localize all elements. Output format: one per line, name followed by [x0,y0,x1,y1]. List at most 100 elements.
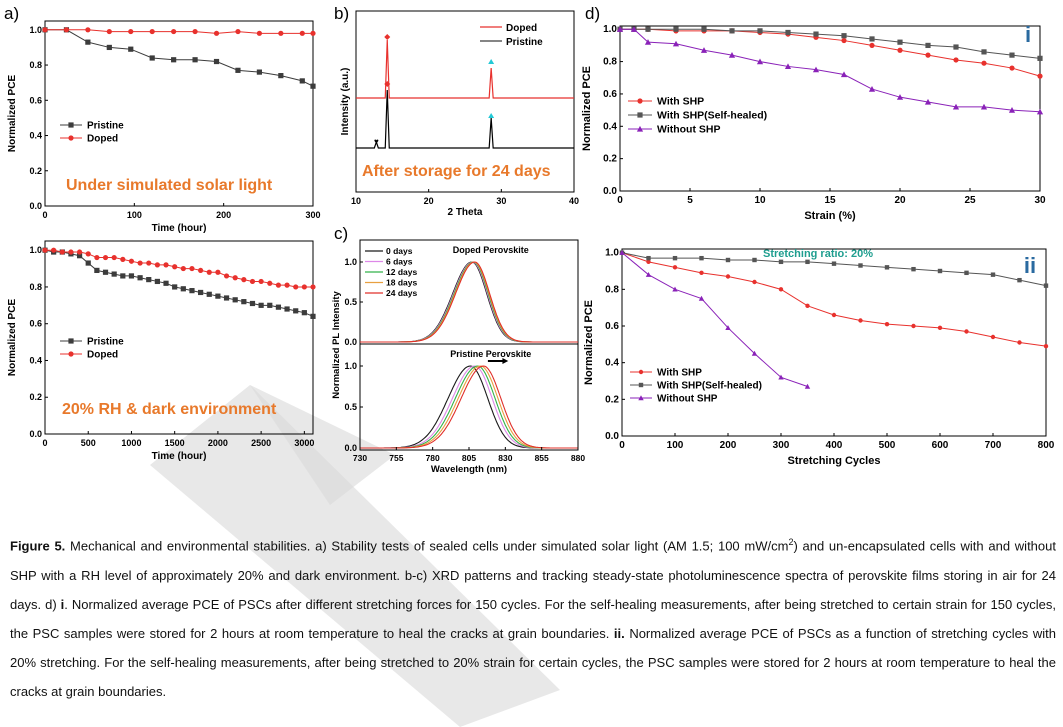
a_top-point [85,39,91,45]
panel-label-a: a) [4,4,20,23]
a_top-point [171,57,177,63]
d_ii-point [672,255,678,261]
c-legend-label: 0 days [386,246,413,256]
d_ii-xtick-label: 800 [1038,440,1055,451]
a_top-frame [44,20,314,207]
d_ii-point [699,270,704,276]
a_bottom-point [51,247,57,253]
a_top-point [128,46,134,52]
a_top-point [256,30,262,36]
a_bottom-point [198,267,204,274]
a_bottom-point [293,284,299,290]
a_bottom-point [102,254,109,261]
c-legend-label: 12 days [386,267,417,277]
a_bottom-point [284,282,290,288]
a_bottom-point [198,289,204,296]
a_bottom-point [215,269,221,275]
caption-part-2: ) and un-encapsulated cells with and wit… [10,538,1056,612]
d_i-series-line-1 [620,28,1041,59]
a_top-point [213,58,220,65]
a_bottom-point [172,264,178,270]
d_i-point [672,40,680,47]
a_bottom-ytick-label: 0.8 [29,282,42,292]
a_top-point [128,28,134,35]
a_bottom-xlabel: Time (hour) [152,451,207,462]
d_ii-legend-marker [638,395,644,401]
a_bottom-ytick-label: 0.0 [29,429,42,439]
a_top-point [192,28,198,35]
a_bottom-point [258,302,264,308]
a_bottom-point [189,265,195,272]
d_ii-point [831,261,837,266]
a_bottom-point [267,280,273,286]
a_top-point [63,27,70,33]
a_bottom-point [102,269,109,275]
a_bottom-point [241,277,247,283]
a-top-annotation: Under simulated solar light [66,177,273,194]
a_top-point [149,28,155,35]
d_i-point [925,42,931,49]
d_i-point [1009,65,1015,71]
a_top-legend-marker [68,122,74,128]
a_bottom-point [76,249,83,255]
a_top-ylabel: Normalized PCE [7,75,18,153]
d_i-point [756,58,764,65]
a_top-xlabel: Time (hour) [152,223,207,234]
a_bottom-point [206,291,212,297]
a_bottom-point [180,265,186,272]
d_i-point [897,39,903,45]
c-xtick-label: 880 [571,453,585,463]
caption-part-4: Normalized average PCE of PSCs as a func… [10,625,1056,700]
d_ii-point [1043,343,1049,349]
c-legend-label: 6 days [386,257,413,267]
a_top-xtick-label: 200 [216,210,231,220]
caption-bold-i: i [60,596,65,612]
a_bottom-point [223,273,230,279]
c-xtick-label: 755 [389,453,403,463]
d_i-point [953,57,959,63]
d_i-legend-marker [637,98,643,104]
a_bottom-point [310,313,316,319]
b-frame [355,10,575,193]
c-legend-label: 18 days [386,278,417,288]
b-xtick-label: 20 [424,196,434,206]
b-xtick-label: 10 [351,196,361,206]
d_ii-point [645,271,652,277]
a_bottom-point [206,269,212,275]
d_ii-point [672,286,678,292]
figure-caption: Figure 5. Mechanical and environmental s… [10,528,1056,707]
d_ii-point [725,257,731,263]
d_ii-point [1017,277,1022,283]
a_top-point [106,28,112,35]
d_i-point [644,39,652,45]
a_bottom-point [249,278,256,285]
c-doped-ytick-label: 1.0 [344,257,357,267]
d_i-point [785,29,791,36]
a_top-series-line-0 [45,29,314,87]
d_i-point [981,60,987,66]
d_i-point [840,71,848,78]
chart-d-ii: 0 100 200 300 400 500 600 700 800 0.0 0.2 0.4 0.6 0.8… [580,235,1063,475]
d_ii-point [778,374,784,380]
c-pristine-series-0 [360,365,578,449]
d_ii-xtick-label: 500 [879,440,896,451]
d_i-point [952,103,960,110]
c-xtick-label: 780 [426,453,440,463]
d_i-point [1009,52,1015,58]
d_ii-point [646,259,651,265]
a_top-point [310,83,316,89]
a_bottom-legend-marker [68,338,74,344]
d_i-legend-label: With SHP(Self-healed) [657,110,767,122]
b-peak-marker-triangle [488,113,495,118]
d_ii-ytick-label: 0.8 [605,284,619,295]
a_top-ytick-label: 0.2 [29,166,42,176]
b-xtick-label: 30 [496,196,506,206]
a_bottom-point [258,278,264,285]
a_top-legend-label: Pristine [87,121,124,132]
d_ii-legend-marker [638,382,644,388]
a_bottom-point [180,286,186,292]
d_i-point [616,26,624,32]
d_i-legend-label: With SHP [657,96,704,108]
d_ii-point [804,383,811,389]
b-legend-label: Pristine [506,37,543,48]
